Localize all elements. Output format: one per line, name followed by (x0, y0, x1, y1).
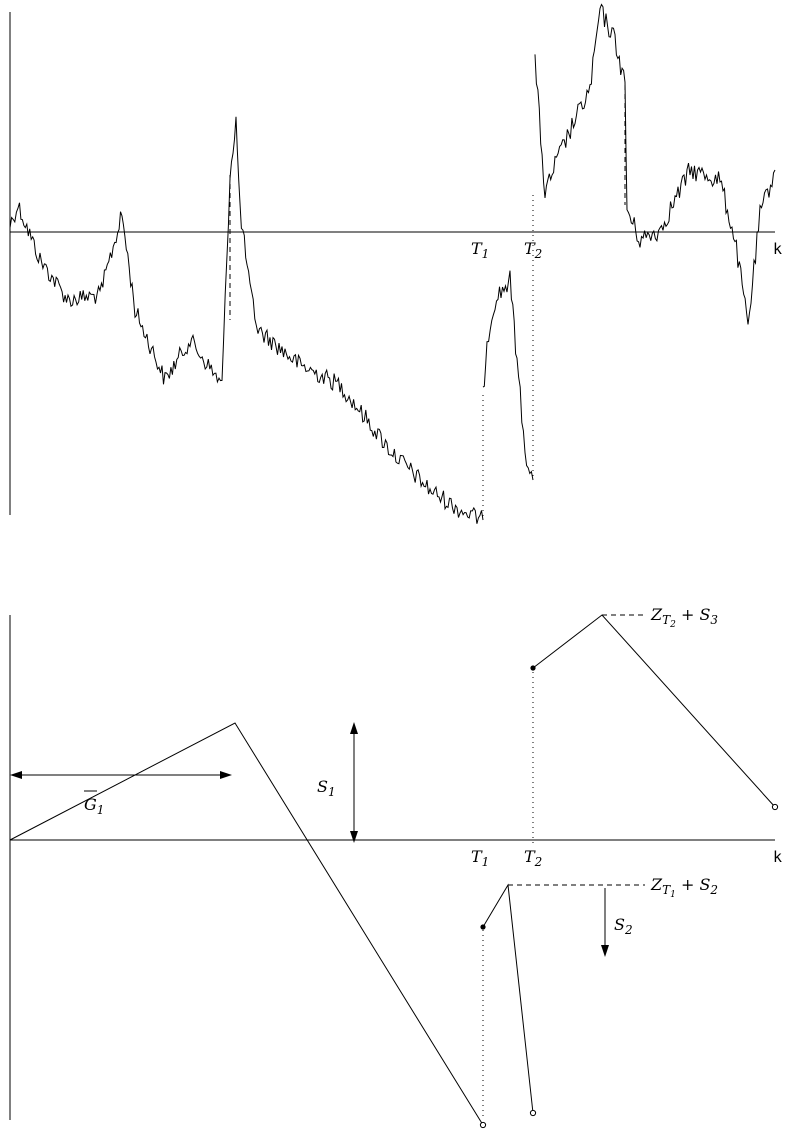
s1-arrow-head-down (350, 831, 358, 843)
bottom-t2-label: T2 (524, 847, 542, 869)
segment-1-end-circle (479, 1121, 487, 1129)
bottom-t1-label: T1 (471, 847, 489, 869)
z-t1-s2-label: ZT1 + S2 (650, 875, 718, 900)
bottom-panel: k S1 S2 G1 ZT1 + S2 ZT2 + S (9, 605, 782, 1129)
s2-label: S2 (614, 915, 633, 937)
segment-2-start-dot (480, 924, 486, 930)
walk-segment-1 (9, 116, 484, 524)
s2-arrow-head (601, 945, 609, 957)
top-t2-label: T2 (524, 239, 542, 261)
walk-segment-2 (482, 270, 534, 481)
walk-segment-3 (534, 3, 776, 325)
s1-arrow-head-up (350, 722, 358, 734)
g1-arrow-head-right (220, 771, 232, 779)
segment-2-end-circle (529, 1109, 537, 1117)
s1-label: S1 (317, 777, 336, 799)
path-segment-1 (9, 722, 484, 1126)
segment-3-end-circle (771, 803, 779, 811)
top-t1-label: T1 (471, 239, 489, 261)
g1-label: G1 (84, 795, 104, 817)
bottom-x-label: k (773, 848, 782, 866)
path-segment-2 (482, 883, 534, 1114)
top-x-label: k (773, 240, 782, 258)
z-t2-s3-label: ZT2 + S3 (650, 605, 718, 630)
top-panel: k T1 T2 (9, 3, 782, 524)
path-segment-3 (532, 614, 776, 808)
segment-3-start-dot (530, 665, 536, 671)
g1-arrow-head-left (10, 771, 22, 779)
